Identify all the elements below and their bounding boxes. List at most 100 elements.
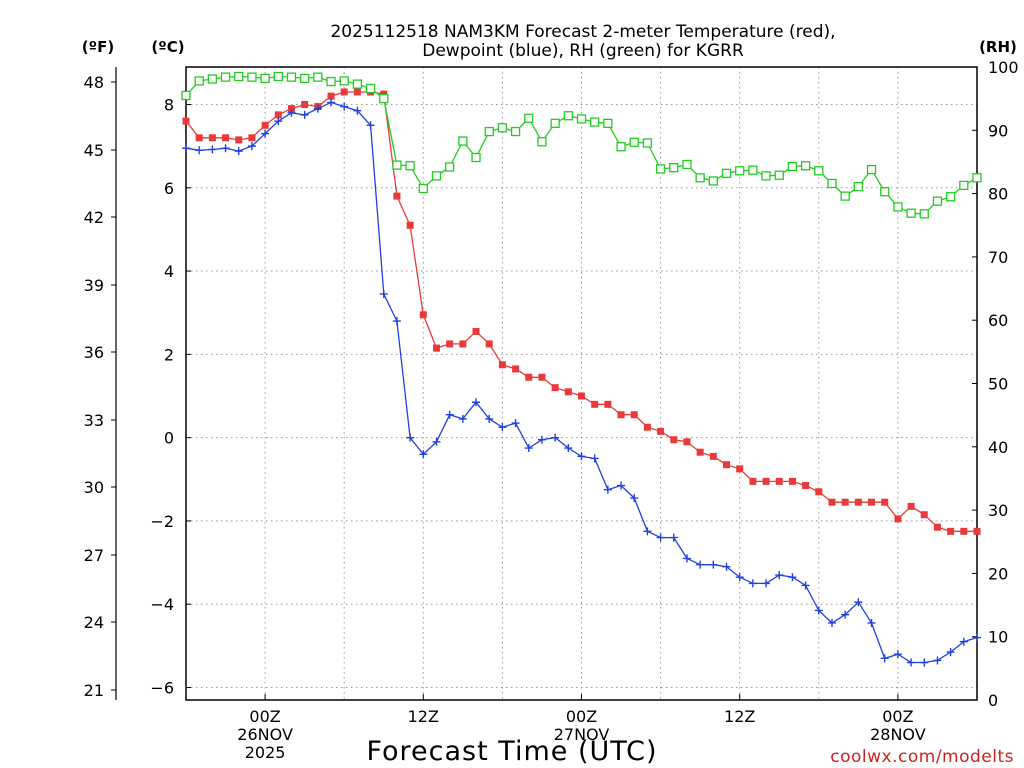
f-tick-label: 27 — [84, 546, 104, 565]
dewpoint-series — [182, 98, 981, 667]
rh-point — [273, 71, 283, 82]
rh-point — [286, 72, 297, 82]
rh-point — [418, 183, 428, 194]
dewpoint-point — [682, 554, 691, 563]
dewpoint-point — [313, 104, 322, 113]
temperature-point — [960, 527, 968, 535]
rh-point — [234, 71, 244, 82]
rh-point — [260, 73, 270, 84]
f-tick-label: 45 — [84, 141, 104, 160]
temperature-point — [274, 111, 282, 119]
temperature-point — [657, 427, 665, 435]
rh-point — [603, 118, 613, 128]
dewpoint-point — [551, 433, 560, 442]
rh-point — [497, 123, 508, 133]
rh-point — [563, 111, 573, 121]
rh-point — [774, 170, 784, 180]
temperature-point — [459, 340, 467, 348]
x-tick-label: 00Z — [566, 707, 597, 726]
dewpoint-point — [234, 147, 243, 156]
dewpoint-point — [340, 102, 349, 111]
c-tick-label: 2 — [164, 345, 174, 364]
temperature-point — [947, 527, 955, 535]
temperature-point — [222, 134, 230, 142]
rh-point — [800, 161, 811, 171]
temperature-point — [723, 461, 731, 469]
temperature-point — [432, 344, 440, 352]
temperature-point — [894, 515, 902, 523]
c-tick-label: −4 — [150, 595, 174, 614]
rh-point — [405, 161, 415, 171]
x-tick-label: 12Z — [408, 707, 439, 726]
temperature-point — [512, 365, 520, 373]
temperature-point — [551, 384, 559, 392]
dewpoint-point — [300, 110, 309, 119]
temperature-point — [683, 438, 691, 446]
dewpoint-point — [603, 485, 612, 494]
temperature-point — [525, 373, 533, 381]
credit-link[interactable]: coolwx.com/modelts — [830, 747, 1014, 767]
temperature-point — [841, 498, 849, 506]
dewpoint-point — [577, 452, 586, 461]
temperature-point — [235, 136, 243, 144]
dewpoint-point — [564, 444, 573, 453]
rh-point — [445, 162, 455, 172]
rh-point — [590, 117, 600, 127]
dewpoint-point — [392, 317, 401, 326]
x-tick-label: 26NOV — [237, 725, 293, 744]
temperature-point — [406, 221, 414, 229]
dewpoint-point — [933, 656, 942, 665]
dewpoint-point — [458, 414, 467, 423]
temperature-point — [208, 134, 216, 142]
temperature-point — [340, 88, 348, 96]
rh-point — [669, 162, 679, 173]
chart-title-line2: Dewpoint (blue), RH (green) for KGRR — [422, 41, 744, 61]
rh-point — [761, 171, 771, 181]
dewpoint-point — [221, 144, 230, 153]
dewpoint-point — [920, 658, 929, 667]
temperature-point — [446, 340, 454, 348]
c-tick-label: 8 — [164, 95, 174, 114]
celsius-axis-label: (ºC) — [151, 38, 184, 56]
temperature-point — [881, 498, 889, 506]
rh-tick-label: 20 — [988, 564, 1008, 583]
rh-point — [708, 176, 718, 186]
rh-point — [365, 83, 376, 94]
x-tick-label: 12Z — [724, 707, 755, 726]
dewpoint-point — [274, 117, 283, 126]
rh-point — [339, 76, 349, 86]
dewpoint-point — [696, 560, 705, 569]
dewpoint-point — [590, 454, 599, 463]
dewpoint-point — [630, 494, 639, 503]
rh-point — [735, 166, 745, 176]
celsius-axis: 8 6 4 2 0 −2 −4 −6 — [150, 95, 191, 698]
f-tick-label: 48 — [84, 73, 104, 92]
temperature-point — [630, 411, 638, 419]
rh-point — [458, 136, 468, 146]
dewpoint-point — [419, 450, 428, 459]
temperature-point — [327, 92, 335, 100]
temperature-point — [762, 477, 770, 485]
dewpoint-point — [379, 289, 388, 298]
rh-point — [484, 126, 494, 137]
x-axis-title: Forecast Time (UTC) — [366, 736, 657, 767]
dewpoint-point — [775, 571, 784, 580]
rh-tick-label: 100 — [988, 58, 1019, 77]
rh-point — [471, 152, 481, 163]
f-tick-label: 39 — [84, 276, 104, 295]
rh-point — [194, 76, 204, 86]
dewpoint-point — [537, 435, 546, 444]
f-tick-label: 30 — [84, 478, 104, 497]
temperature-point — [749, 477, 757, 485]
rh-point — [313, 72, 323, 82]
temperature-point — [498, 361, 506, 369]
temperature-point — [788, 477, 796, 485]
rh-point — [932, 196, 943, 206]
x-tick-label: 28NOV — [870, 725, 926, 744]
dewpoint-point — [511, 419, 520, 428]
rh-point — [721, 168, 732, 178]
dewpoint-point — [722, 562, 731, 571]
dewpoint-point — [643, 527, 652, 536]
temperature-point — [393, 192, 401, 200]
